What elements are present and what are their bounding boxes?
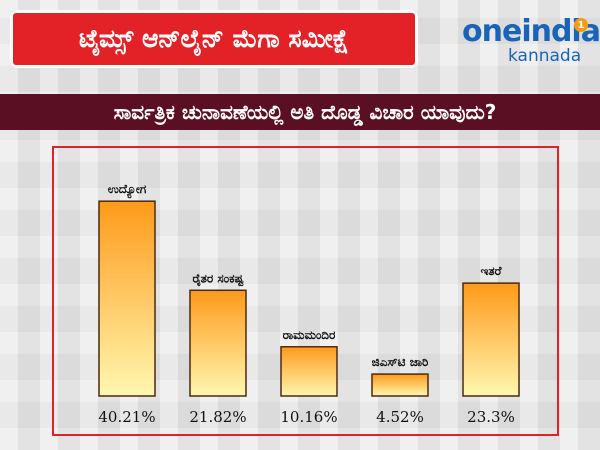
category-label-1: ಉದ್ಯೋಗ <box>108 182 147 199</box>
survey-question: ಸಾರ್ವತ್ರಿಕ ಚುನಾವಣೆಯಲ್ಲಿ ಅತಿ ದೊಡ್ಡ ವಿಚಾರ … <box>113 100 497 124</box>
category-label-2: ರೈತರ ಸಂಕಷ್ಟ <box>192 271 244 287</box>
category-label-4: ಜಿಎಸ್‌ಟಿ ಜಾರಿ <box>372 355 429 369</box>
category-label-3: ರಾಮಮಂದಿರ <box>283 328 336 342</box>
title-banner: ಟೈಮ್ಸ್ ಆನ್‌ಲೈನ್ ಮೆಗಾ ಸಮೀಕ್ಷೆ <box>10 10 418 68</box>
logo-subtitle: kannada <box>508 46 582 66</box>
category-label-5: ಇತರೆ <box>481 264 503 278</box>
value-label-1: 40.21% <box>98 408 155 426</box>
value-label-3: 10.16% <box>280 408 337 426</box>
question-band <box>0 94 600 130</box>
bar-chart: ಉದ್ಯೋಗ 40.21% ರೈತರ ಸಂಕಷ್ಟ 21.82% ರಾಮಮಂದಿರ 10.… <box>98 182 520 426</box>
chart-frame: ಉದ್ಯೋಗ 40.21% ರೈತರ ಸಂಕಷ್ಟ 21.82% ರಾಮಮಂದಿರ 10.… <box>52 146 559 436</box>
bar-1 <box>98 200 156 397</box>
value-label-2: 21.82% <box>189 408 246 426</box>
bar-4 <box>371 373 429 397</box>
logo-badge: 1 <box>574 18 588 32</box>
oneindia-logo: oneindia 1 kannada <box>462 12 600 68</box>
value-label-5: 23.3% <box>467 408 515 426</box>
value-label-4: 4.52% <box>376 408 424 426</box>
page-title: ಟೈಮ್ಸ್ ಆನ್‌ಲೈನ್ ಮೆಗಾ ಸಮೀಕ್ಷೆ <box>79 24 349 53</box>
bar-2 <box>189 289 247 397</box>
bar-3 <box>280 346 338 397</box>
bar-5 <box>462 282 520 397</box>
